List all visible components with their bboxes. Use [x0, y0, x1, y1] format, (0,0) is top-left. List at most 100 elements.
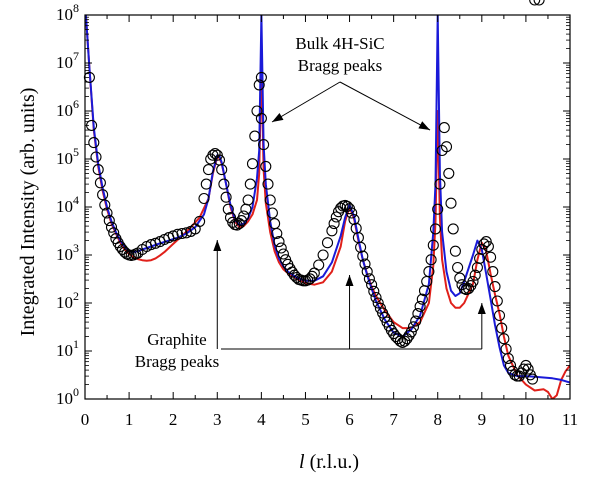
data-point: [200, 178, 212, 190]
data-point: [103, 215, 115, 227]
data-point: [220, 191, 232, 203]
y-tick-exponent: 7: [73, 49, 79, 63]
x-tick-label: 4: [257, 410, 266, 429]
data-point: [502, 352, 514, 364]
y-tick-base: 10: [56, 389, 73, 408]
data-point: [407, 321, 420, 333]
y-tick-label: 107: [56, 49, 79, 72]
data-point: [438, 122, 450, 134]
graphite-arrow-9-head: [477, 303, 486, 314]
data-point: [498, 333, 510, 345]
data-point: [445, 197, 457, 209]
graphite-arrow-6-head: [345, 275, 354, 286]
data-point: [216, 164, 228, 176]
data-point: [429, 223, 442, 235]
data-point: [313, 259, 325, 271]
x-tick-label: 8: [433, 410, 442, 429]
x-tick-label: 3: [213, 410, 222, 429]
y-tick-base: 10: [56, 149, 73, 168]
data-point: [526, 373, 539, 385]
y-tick-label: 100: [56, 385, 79, 408]
data-point: [176, 227, 188, 240]
data-point: [427, 239, 439, 251]
data-point: [346, 207, 358, 219]
data-point: [271, 227, 283, 240]
x-tick-label: 9: [478, 410, 487, 429]
y-tick-exponent: 2: [73, 289, 79, 303]
data-point: [425, 254, 437, 266]
x-tick-label: 2: [169, 410, 178, 429]
data-point: [277, 248, 289, 260]
data-point: [90, 151, 102, 163]
data-point: [88, 137, 100, 149]
data-point: [253, 79, 265, 91]
data-point: [306, 270, 318, 282]
data-point: [447, 223, 459, 235]
bulk-arrow-right-head: [418, 121, 430, 130]
y-tick-label: 103: [56, 241, 79, 264]
data-point: [434, 178, 446, 190]
y-tick-label: 104: [56, 193, 79, 216]
data-point: [202, 164, 215, 176]
y-tick-base: 10: [56, 53, 73, 72]
data-point: [443, 167, 455, 179]
data-point: [222, 203, 234, 215]
data-point: [454, 272, 466, 284]
data-point: [275, 242, 287, 254]
y-tick-exponent: 1: [73, 337, 79, 351]
data-point: [317, 249, 329, 261]
y-tick-base: 10: [56, 101, 73, 120]
data-point: [238, 210, 250, 222]
x-tick-label: 0: [81, 410, 90, 429]
data-point: [101, 207, 113, 219]
data-point: [410, 315, 422, 327]
data-point: [493, 309, 506, 322]
data-point: [359, 258, 371, 270]
y-tick-exponent: 3: [73, 241, 79, 255]
x-axis-title: l (r.l.u.): [299, 451, 359, 473]
data-point: [172, 228, 184, 240]
data-point: [423, 266, 435, 278]
y-tick-label: 106: [56, 97, 79, 120]
data-point: [348, 213, 360, 226]
data-point: [416, 293, 428, 305]
data-point: [194, 215, 206, 227]
data-point: [363, 273, 375, 285]
data-point: [97, 189, 109, 201]
y-tick-label: 108: [56, 1, 79, 24]
data-point: [366, 279, 378, 291]
y-tick-base: 10: [56, 293, 73, 312]
data-point: [368, 285, 380, 297]
annotation-arrows: [213, 81, 486, 350]
x-axis-title-unit: (r.l.u.): [305, 451, 359, 473]
data-point: [114, 240, 126, 253]
bulk-arrow-left-shaft: [271, 81, 341, 123]
data-point: [533, 0, 545, 6]
bulk-arrow-right-shaft: [339, 81, 431, 131]
data-point: [487, 266, 499, 278]
data-point: [480, 236, 492, 248]
data-point: [99, 199, 111, 211]
data-point: [218, 178, 230, 190]
data-point: [244, 178, 256, 190]
axis-ticks: [84, 14, 571, 400]
bulk-annotation-line2: Bragg peaks: [298, 56, 383, 75]
data-point: [255, 112, 267, 124]
data-point: [273, 236, 285, 248]
data-point: [264, 194, 276, 206]
x-tick-label: 10: [517, 410, 534, 429]
y-tick-exponent: 4: [73, 193, 79, 207]
data-point: [105, 221, 118, 233]
data-point: [266, 207, 278, 219]
data-point: [370, 291, 382, 304]
data-point: [374, 302, 386, 314]
data-point: [518, 363, 530, 375]
data-point: [355, 241, 367, 253]
graphite-annotation-line2: Bragg peaks: [135, 352, 220, 371]
y-tick-label: 102: [56, 289, 79, 312]
data-point: [258, 139, 270, 151]
data-point: [328, 218, 340, 230]
data-point: [394, 335, 406, 347]
graphite-annotation-line1: Graphite: [147, 330, 206, 349]
